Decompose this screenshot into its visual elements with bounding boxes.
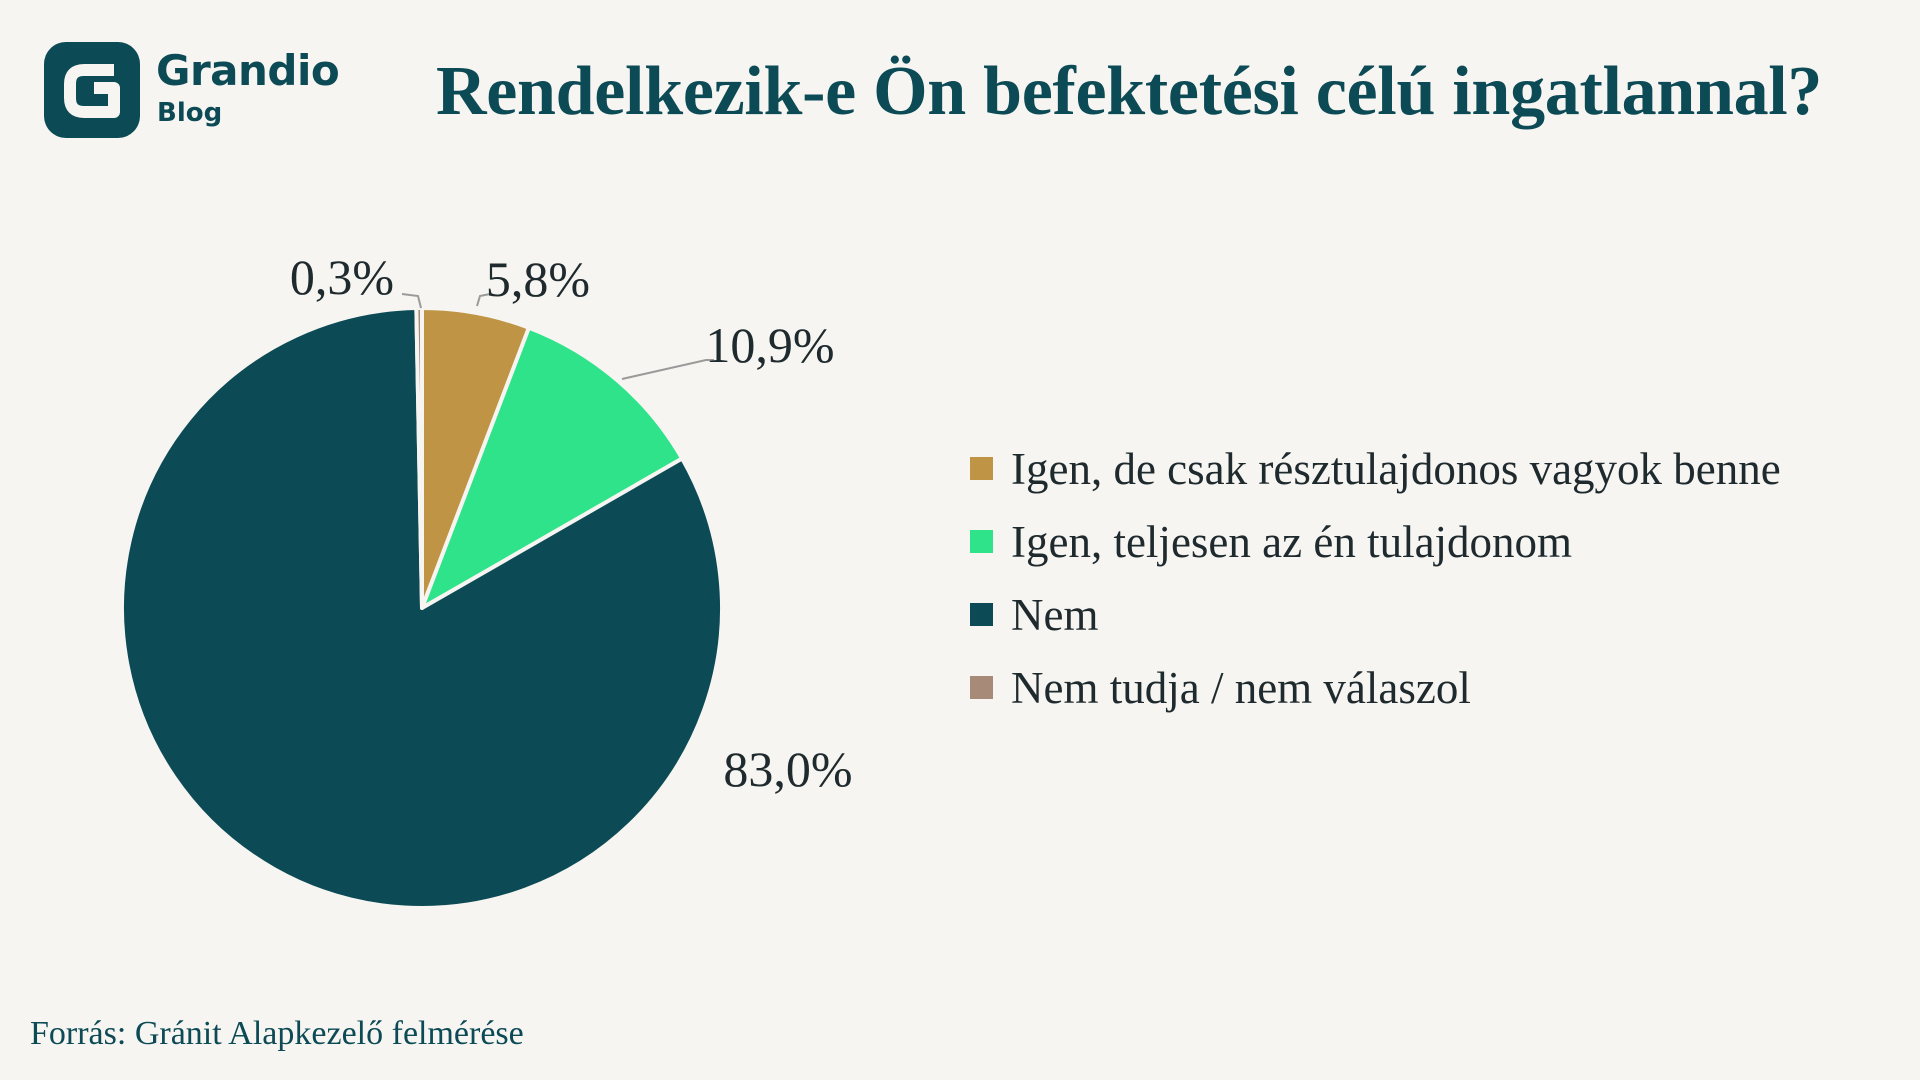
legend-item-1: Igen, teljesen az én tulajdonom <box>970 505 1781 578</box>
leader-line-3 <box>401 293 422 309</box>
leader-line-1 <box>621 359 714 380</box>
legend-swatch-2 <box>970 603 993 626</box>
brand-logo: Grandio Blog <box>44 42 344 142</box>
page-title: Rendelkezik-e Ön befektetési célú ingatl… <box>436 53 1823 130</box>
data-label-1: 10,9% <box>705 317 834 373</box>
pie-slice-1 <box>420 325 685 610</box>
brand-sub: Blog <box>157 98 223 128</box>
legend-swatch-0 <box>970 457 993 480</box>
legend-label-3: Nem tudja / nem válaszol <box>1011 662 1471 713</box>
data-label-0: 5,8% <box>486 251 590 307</box>
data-label-3: 0,3% <box>290 249 394 305</box>
grandio-logo-icon <box>44 42 140 138</box>
chart-legend: Igen, de csak résztulajdonos vagyok benn… <box>970 432 1781 724</box>
legend-label-0: Igen, de csak résztulajdonos vagyok benn… <box>1011 443 1781 494</box>
legend-label-1: Igen, teljesen az én tulajdonom <box>1011 516 1573 567</box>
legend-swatch-1 <box>970 530 993 553</box>
pie-slice-3 <box>414 305 424 610</box>
legend-item-3: Nem tudja / nem válaszol <box>970 651 1781 724</box>
data-label-2: 83,0% <box>723 741 852 797</box>
source-note: Forrás: Gránit Alapkezelő felmérése <box>30 1015 524 1052</box>
legend-item-2: Nem <box>970 578 1781 651</box>
legend-swatch-3 <box>970 676 993 699</box>
legend-item-0: Igen, de csak résztulajdonos vagyok benn… <box>970 432 1781 505</box>
brand-name: Grandio <box>156 46 340 95</box>
legend-label-2: Nem <box>1011 589 1099 640</box>
leader-line-0 <box>476 293 491 307</box>
